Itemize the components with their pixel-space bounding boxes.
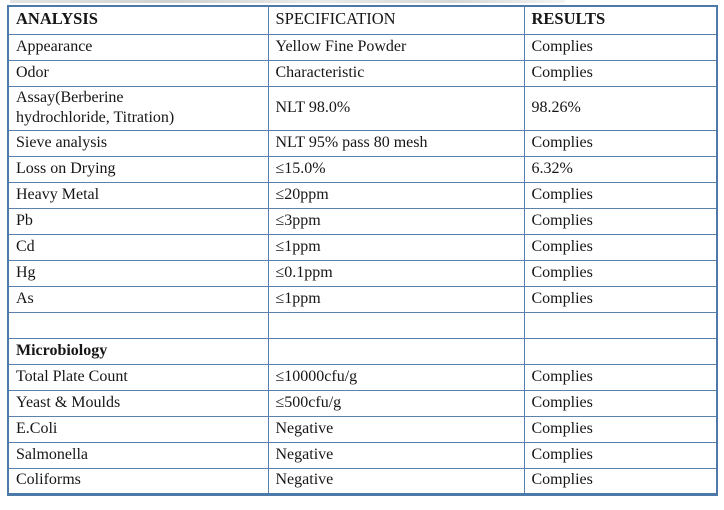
table-row: Odor Characteristic Complies [7,59,718,87]
results-cell: Complies [523,389,718,417]
specification-cell: ≤20ppm [267,181,525,209]
results-cell: Complies [523,129,718,157]
results-table-body: Appearance Yellow Fine Powder Complies Odor… [7,33,718,495]
results-cell: Complies [523,363,718,391]
results-cell: 98.26% [523,85,718,131]
header-analysis: ANALYSIS [7,5,269,35]
analysis-cell [7,311,269,339]
table-row: Total Plate Count ≤10000cfu/g Complies [7,363,718,391]
specification-cell: ≤1ppm [267,233,525,261]
specification-cell: ≤15.0% [267,155,525,183]
results-cell: Complies [523,441,718,469]
specification-cell [267,337,525,365]
table-row: Salmonella Negative Complies [7,441,718,469]
results-cell: Complies [523,415,718,443]
results-cell: Complies [523,33,718,61]
specification-cell: Negative [267,415,525,443]
specification-cell: ≤0.1ppm [267,259,525,287]
specification-cell [267,311,525,339]
analysis-cell: Sieve analysis [7,129,269,157]
table-row: Cd ≤1ppm Complies [7,233,718,261]
results-cell: Complies [523,207,718,235]
results-cell: Complies [523,181,718,209]
table-row: Pb ≤3ppm Complies [7,207,718,235]
results-cell: Complies [523,259,718,287]
analysis-cell: As [7,285,269,313]
specification-cell: ≤1ppm [267,285,525,313]
analysis-results-table: ANALYSIS SPECIFICATION RESULTS Appearanc… [7,5,718,496]
results-cell: Complies [523,285,718,313]
results-cell [523,337,718,365]
specification-cell: ≤10000cfu/g [267,363,525,391]
analysis-cell: Loss on Drying [7,155,269,183]
specification-cell: Characteristic [267,59,525,87]
table-row: Hg ≤0.1ppm Complies [7,259,718,287]
specification-cell: NLT 98.0% [267,85,525,131]
analysis-cell: Yeast & Moulds [7,389,269,417]
table-row: Appearance Yellow Fine Powder Complies [7,33,718,61]
analysis-cell: Hg [7,259,269,287]
table-row: Loss on Drying ≤15.0% 6.32% [7,155,718,183]
specification-cell: ≤3ppm [267,207,525,235]
analysis-cell: Coliforms [7,467,269,495]
table-header: ANALYSIS SPECIFICATION RESULTS [7,5,718,35]
analysis-cell: Appearance [7,33,269,61]
table-row: Assay(Berberine hydrochloride, Titration… [7,85,718,131]
analysis-cell: Salmonella [7,441,269,469]
analysis-cell: Assay(Berberine hydrochloride, Titration… [7,85,269,131]
table-row: As ≤1ppm Complies [7,285,718,313]
header-row: ANALYSIS SPECIFICATION RESULTS [7,5,718,35]
header-results: RESULTS [523,5,718,35]
header-specification: SPECIFICATION [267,5,525,35]
analysis-cell: Odor [7,59,269,87]
table-row: Heavy Metal ≤20ppm Complies [7,181,718,209]
results-cell: Complies [523,233,718,261]
analysis-cell: Microbiology [7,337,269,365]
analysis-cell: Pb [7,207,269,235]
specification-cell: Negative [267,441,525,469]
results-cell: 6.32% [523,155,718,183]
table-row: Coliforms Negative Complies [7,467,718,495]
table-row: E.Coli Negative Complies [7,415,718,443]
analysis-cell: Heavy Metal [7,181,269,209]
analysis-cell: E.Coli [7,415,269,443]
scan-artifact [10,0,565,3]
analysis-cell: Total Plate Count [7,363,269,391]
specification-cell: Negative [267,467,525,495]
specification-cell: Yellow Fine Powder [267,33,525,61]
results-cell: Complies [523,467,718,495]
table-row: Yeast & Moulds ≤500cfu/g Complies [7,389,718,417]
specification-cell: ≤500cfu/g [267,389,525,417]
results-cell: Complies [523,59,718,87]
specification-cell: NLT 95% pass 80 mesh [267,129,525,157]
table-row: Microbiology [7,337,718,365]
table-row: Sieve analysis NLT 95% pass 80 mesh Compli… [7,129,718,157]
results-cell [523,311,718,339]
analysis-cell: Cd [7,233,269,261]
table-row [7,311,718,339]
